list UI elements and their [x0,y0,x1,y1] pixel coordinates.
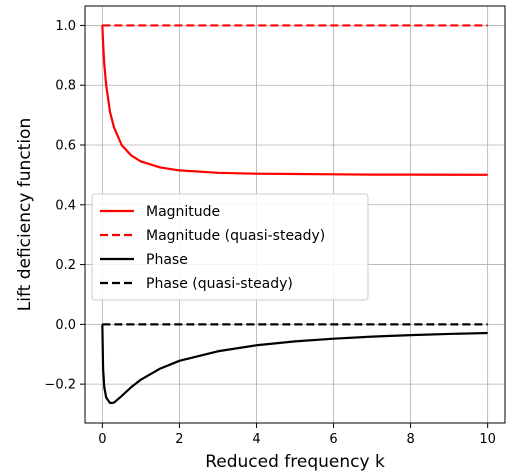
y-tick-label: 0.0 [55,318,76,333]
y-tick-label: −0.2 [44,378,76,393]
x-tick-label: 8 [406,432,414,447]
legend-label: Magnitude (quasi-steady) [146,228,325,244]
legend-label: Phase (quasi-steady) [146,276,293,292]
legend-box [91,193,369,301]
legend-label: Magnitude [146,204,220,220]
legend-label: Phase [146,252,188,268]
y-tick-label: 0.8 [55,79,76,94]
plot-area-frame [84,5,506,424]
y-tick-label: 1.0 [55,19,76,34]
x-tick-label: 0 [98,432,106,447]
x-tick-label: 6 [329,432,337,447]
legend: Magnitude Magnitude (quasi-steady) Phase Ph… [91,193,369,301]
series-line-phase [101,324,488,405]
y-tick-label: 0.6 [55,139,76,154]
x-axis-label: Reduced frequency k [205,452,385,472]
y-axis-label: Lift deficiency function [15,118,35,311]
y-tick-label: 0.2 [55,258,76,273]
x-tick-label: 4 [252,432,260,447]
y-tick-label: 0.4 [55,198,76,213]
axis-ticks: 0 2 4 6 8 10 −0.2 0.0 0.2 0.4 0.6 0.8 1.0 [44,19,496,447]
series-line-magnitude [101,25,488,176]
series-lines [101,24,488,405]
x-tick-label: 2 [175,432,183,447]
x-tick-label: 10 [479,432,496,447]
